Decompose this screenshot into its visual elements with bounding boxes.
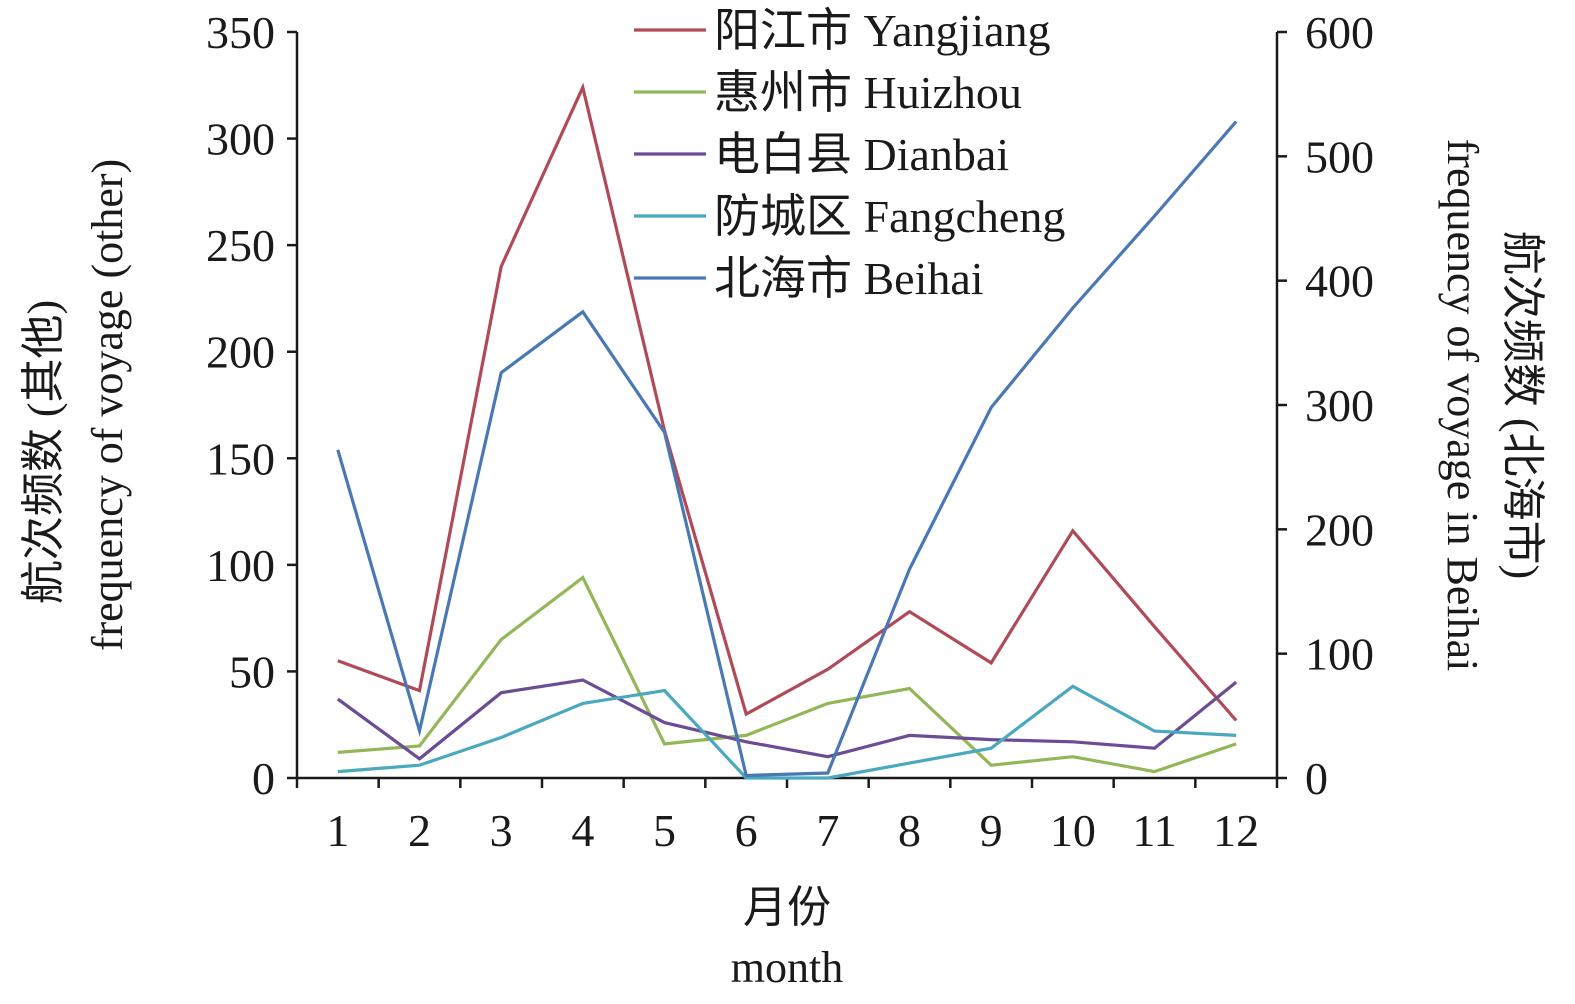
- x-tick-label: 11: [1132, 805, 1176, 856]
- y-left-tick-label: 150: [206, 433, 275, 484]
- series-line-0: [337, 82, 1238, 722]
- legend-label-0: 阳江市 Yangjiang: [714, 5, 1051, 56]
- series-line-3: [337, 684, 1237, 780]
- series-line-1: [337, 575, 1237, 774]
- y-right-tick-label: 400: [1305, 256, 1374, 307]
- y-left-title-cn: 航次频数 (其他): [19, 300, 68, 604]
- y-right-tick-label: 300: [1305, 380, 1374, 431]
- x-tick-label: 6: [735, 805, 758, 856]
- legend-label-4: 北海市 Beihai: [714, 253, 984, 304]
- y-left-tick-label: 100: [206, 540, 275, 591]
- series-line-2: [336, 678, 1238, 761]
- y-right-tick-label: 600: [1305, 7, 1374, 58]
- series-lines: [336, 82, 1238, 780]
- x-tick-label: 7: [816, 805, 839, 856]
- legend-label-3: 防城区 Fangcheng: [714, 191, 1065, 242]
- x-tick-label: 10: [1050, 805, 1096, 856]
- series-line-4: [336, 120, 1238, 778]
- legend-label-1: 惠州市 Huizhou: [714, 67, 1022, 118]
- axis-titles: 航次频数 (其他) frequency of voyage (other) 航次…: [19, 139, 1547, 992]
- y-left-tick-label: 350: [206, 7, 275, 58]
- axes: 0 50 100 150 200 250 300 350 0 100 200 300 400 500 600…: [206, 7, 1374, 856]
- y-right-tick-label: 0: [1305, 753, 1328, 804]
- x-tick-label: 9: [980, 805, 1003, 856]
- y-left-tick-label: 300: [206, 114, 275, 165]
- legend: 阳江市 Yangjiang 惠州市 Huizhou 电白县 Dianbai 防城区 F…: [634, 5, 1065, 304]
- x-tick-label: 1: [326, 805, 349, 856]
- y-right-title-cn: 航次频数 (北海市): [1498, 231, 1547, 579]
- y-right-tick-label: 100: [1305, 629, 1374, 680]
- y-left-tick-label: 50: [229, 646, 275, 697]
- y-right-tick-label: 500: [1305, 131, 1374, 182]
- x-title-cn: 月份: [743, 883, 831, 932]
- y-left-tick-label: 250: [206, 220, 275, 271]
- x-tick-label: 5: [653, 805, 676, 856]
- x-tick-label: 4: [571, 805, 594, 856]
- x-tick-label: 3: [490, 805, 513, 856]
- y-right-tick-label: 200: [1305, 504, 1374, 555]
- x-tick-label: 8: [898, 805, 921, 856]
- y-left-tick-label: 0: [252, 753, 275, 804]
- y-right-title-en: frequency of voyage in Beihai: [1438, 139, 1487, 672]
- x-tick-label: 12: [1213, 805, 1259, 856]
- x-title-en: month: [731, 943, 843, 992]
- y-left-tick-label: 200: [206, 327, 275, 378]
- legend-label-2: 电白县 Dianbai: [714, 129, 1009, 180]
- y-left-title-en: frequency of voyage (other): [83, 159, 132, 651]
- x-tick-label: 2: [408, 805, 431, 856]
